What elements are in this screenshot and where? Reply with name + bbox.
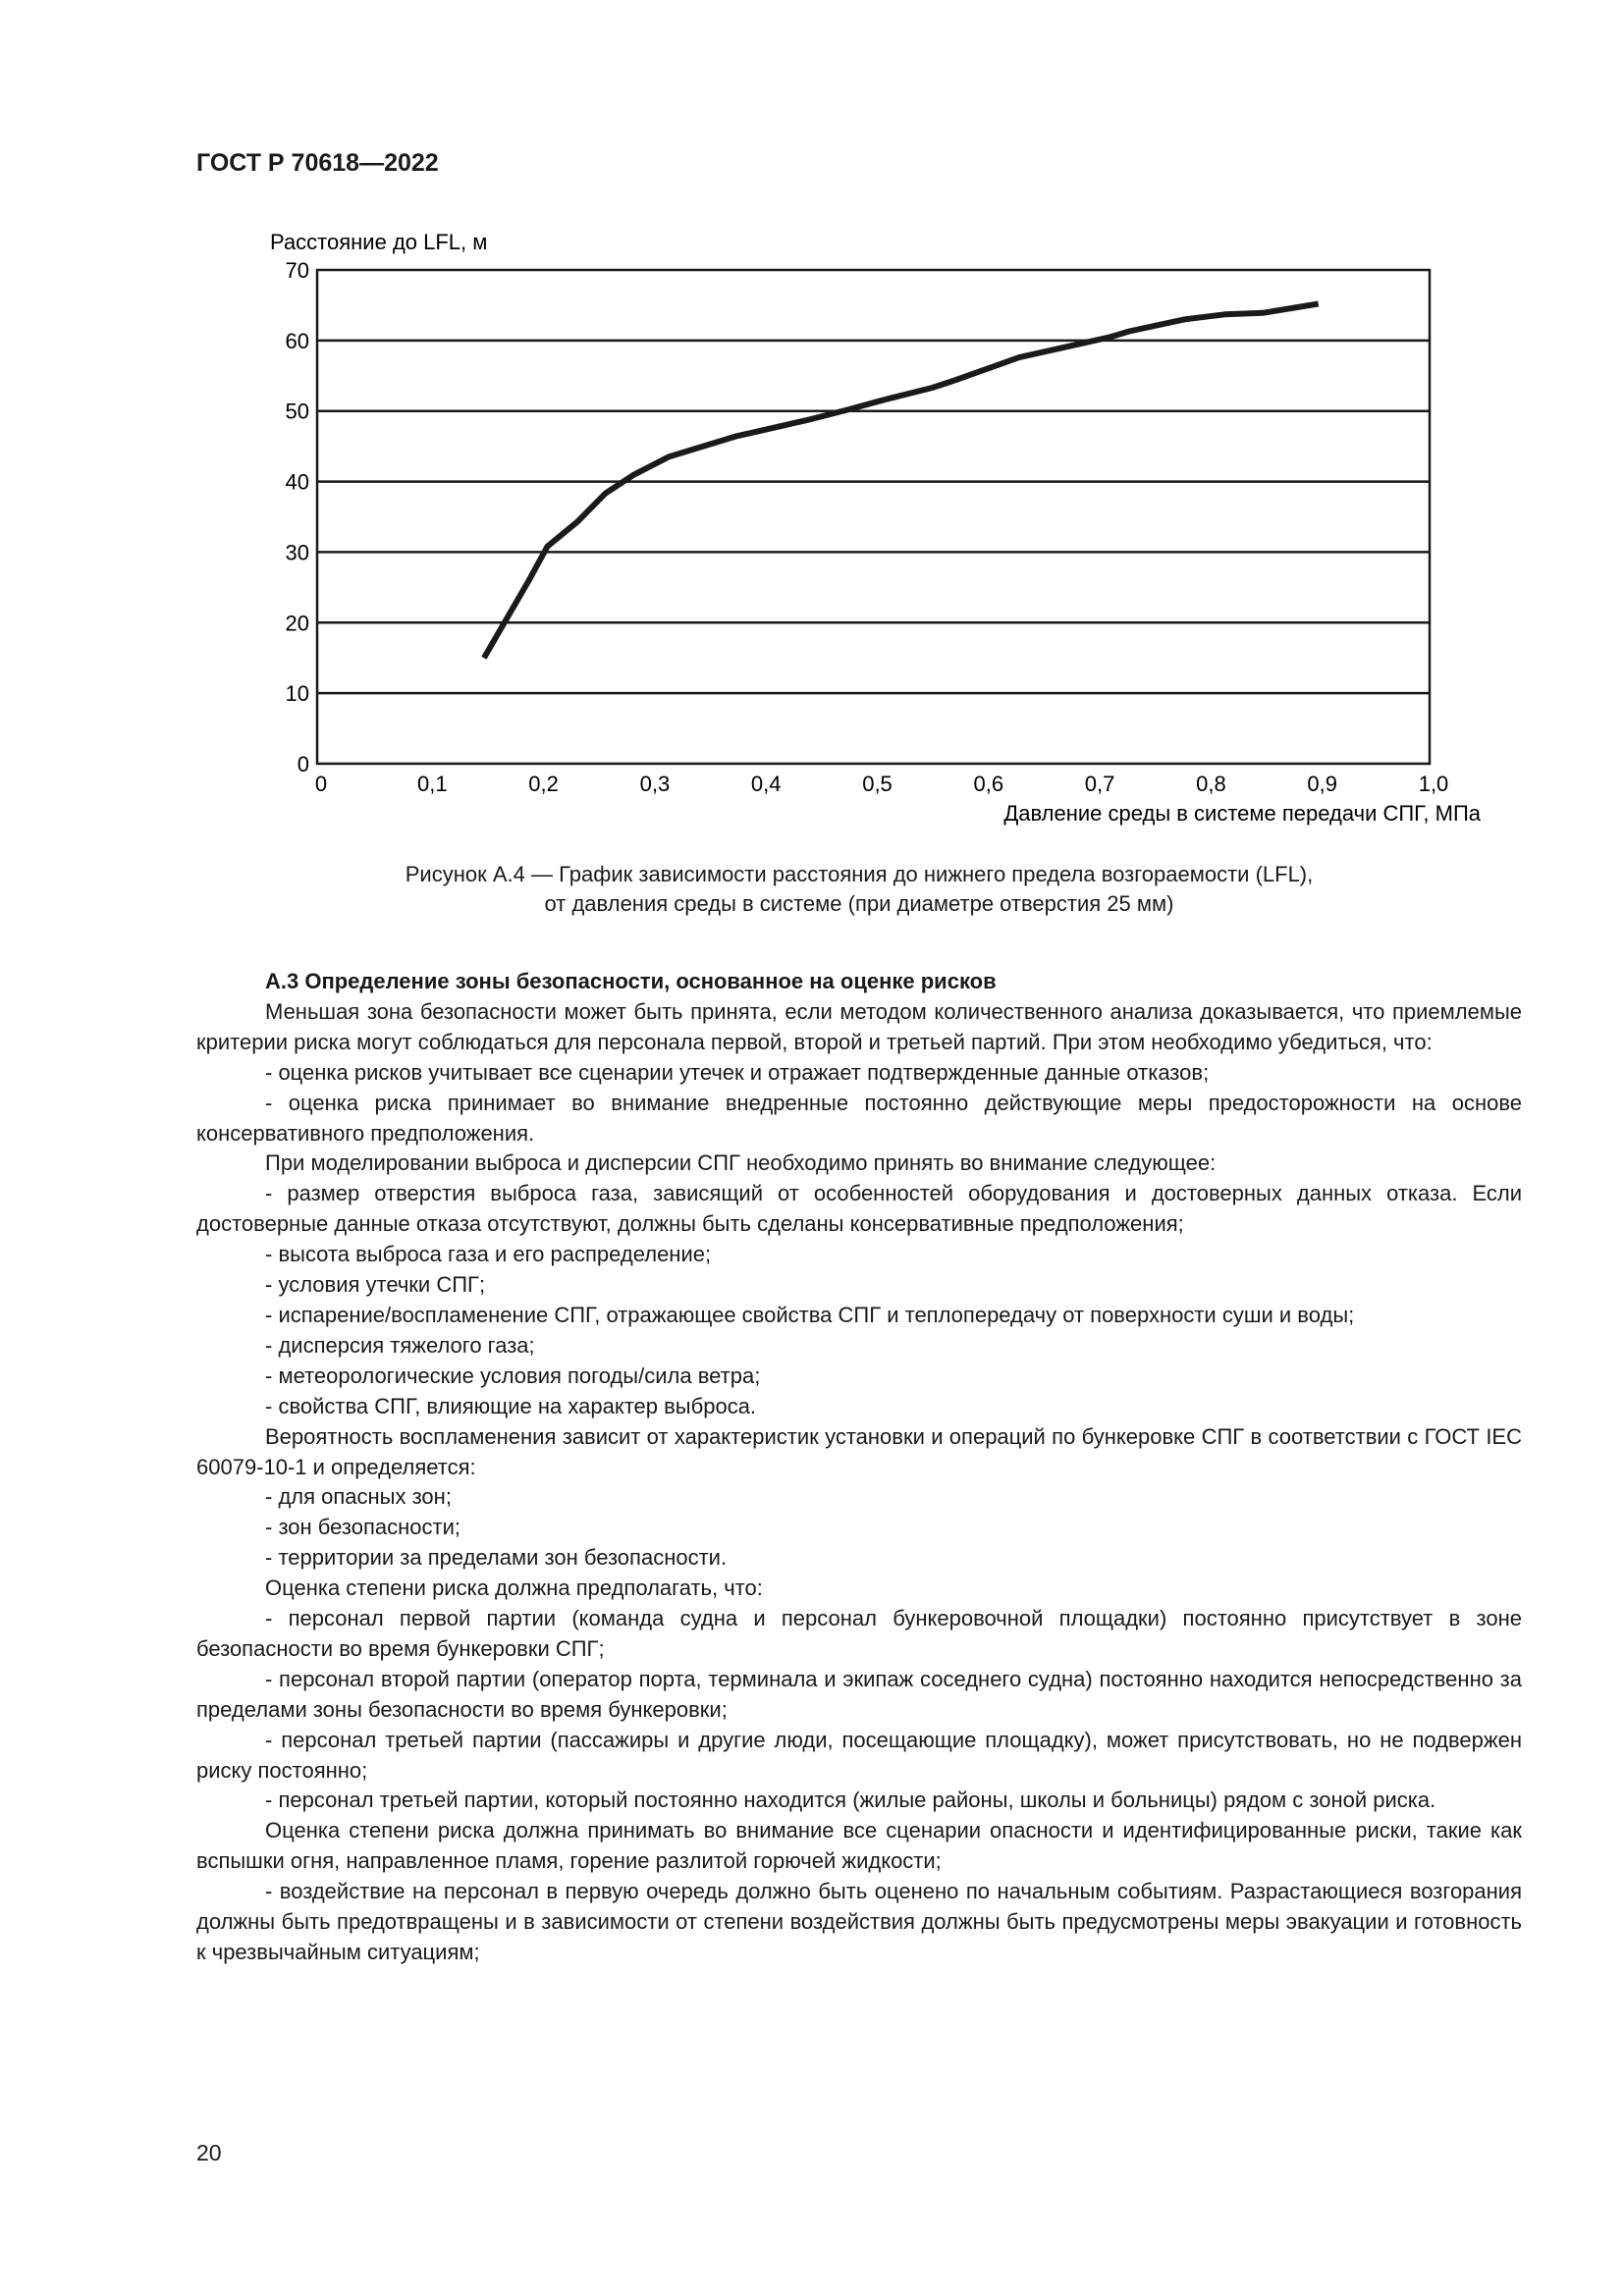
y-tick-label: 10 — [286, 681, 309, 706]
paragraph: - оценка рисков учитывает все сценарии у… — [265, 1059, 1210, 1085]
x-tick-label: 0,4 — [751, 772, 782, 796]
section-heading: А.3 Определение зоны безопасности, основ… — [265, 969, 997, 993]
paragraph: - свойства СПГ, влияющие на характер выб… — [265, 1393, 757, 1418]
x-tick-label: 0 — [315, 772, 327, 796]
paragraph: - метеорологические условия погоды/сила … — [265, 1362, 761, 1388]
x-tick-label: 0,1 — [417, 772, 448, 796]
x-axis-label: Давление среды в системе передачи СПГ, М… — [1003, 801, 1481, 826]
x-tick-label: 0,5 — [862, 772, 893, 796]
series-line — [481, 300, 1320, 660]
y-tick-label: 40 — [286, 470, 309, 495]
y-tick-label: 70 — [286, 258, 309, 283]
document-id: ГОСТ Р 70618—2022 — [196, 149, 439, 177]
y-tick-label: 20 — [286, 611, 309, 635]
caption-line-1: Рисунок А.4 — График зависимости расстоя… — [405, 862, 1314, 886]
plot-frame — [315, 268, 1432, 766]
x-tick-label: 0,2 — [528, 772, 559, 796]
paragraph: - персонал третьей партии, который посто… — [265, 1788, 1436, 1813]
y-axis-label: Расстояние до LFL, м — [270, 230, 487, 254]
y-tick-label: 60 — [286, 329, 309, 353]
paragraph: При моделировании выброса и дисперсии СП… — [265, 1150, 1217, 1176]
caption-line-2: от давления среды в системе (при диаметр… — [544, 891, 1174, 916]
y-tick-label: 30 — [286, 540, 309, 564]
x-tick-label: 0,6 — [974, 772, 1004, 796]
y-tick-label: 0 — [298, 752, 309, 776]
x-tick-label: 0,8 — [1196, 772, 1226, 796]
x-tick-label: 0,3 — [640, 772, 671, 796]
paragraph: - условия утечки СПГ; — [265, 1272, 486, 1298]
paragraph: Оценка степени риска должна предполагать… — [265, 1575, 763, 1601]
paragraph: - испарение/воспламенение СПГ, отражающе… — [265, 1302, 1355, 1327]
paragraph: - дисперсия тяжелого газа; — [265, 1332, 535, 1358]
paragraph: - воздействие на персонал в первую очере… — [196, 1879, 1522, 1964]
paragraph: - высота выброса газа и его распределени… — [265, 1242, 712, 1267]
lfl-distance-chart: Расстояние до LFL, м Давление среды в си… — [270, 230, 1482, 826]
page-number: 20 — [196, 2140, 222, 2165]
paragraph: Вероятность воспламенения зависит от хар… — [196, 1423, 1522, 1479]
section-a3: А.3 Определение зоны безопасности, основ… — [196, 967, 1522, 1968]
paragraph: - оценка риска принимает во внимание вне… — [196, 1090, 1522, 1146]
paragraph: - размер отверстия выброса газа, зависящ… — [196, 1181, 1522, 1237]
figure-caption: Рисунок А.4 — График зависимости расстоя… — [196, 860, 1522, 919]
x-tick-label: 0,9 — [1307, 772, 1337, 796]
paragraph: - для опасных зон; — [265, 1484, 452, 1510]
paragraph: Меньшая зона безопасности может быть при… — [196, 998, 1522, 1054]
paragraph: - зон безопасности; — [265, 1515, 460, 1540]
paragraph: - персонал первой партии (команда судна … — [196, 1606, 1522, 1661]
paragraph: Оценка степени риска должна принимать во… — [196, 1818, 1522, 1874]
x-tick-label: 0,7 — [1085, 772, 1115, 796]
paragraph: - персонал третьей партии (пассажиры и д… — [196, 1727, 1522, 1783]
paragraph: - персонал второй партии (оператор порта… — [196, 1666, 1522, 1722]
x-tick-label: 1,0 — [1419, 772, 1449, 796]
paragraph: - территории за пределами зон безопаснос… — [265, 1545, 728, 1571]
y-tick-label: 50 — [286, 400, 309, 424]
